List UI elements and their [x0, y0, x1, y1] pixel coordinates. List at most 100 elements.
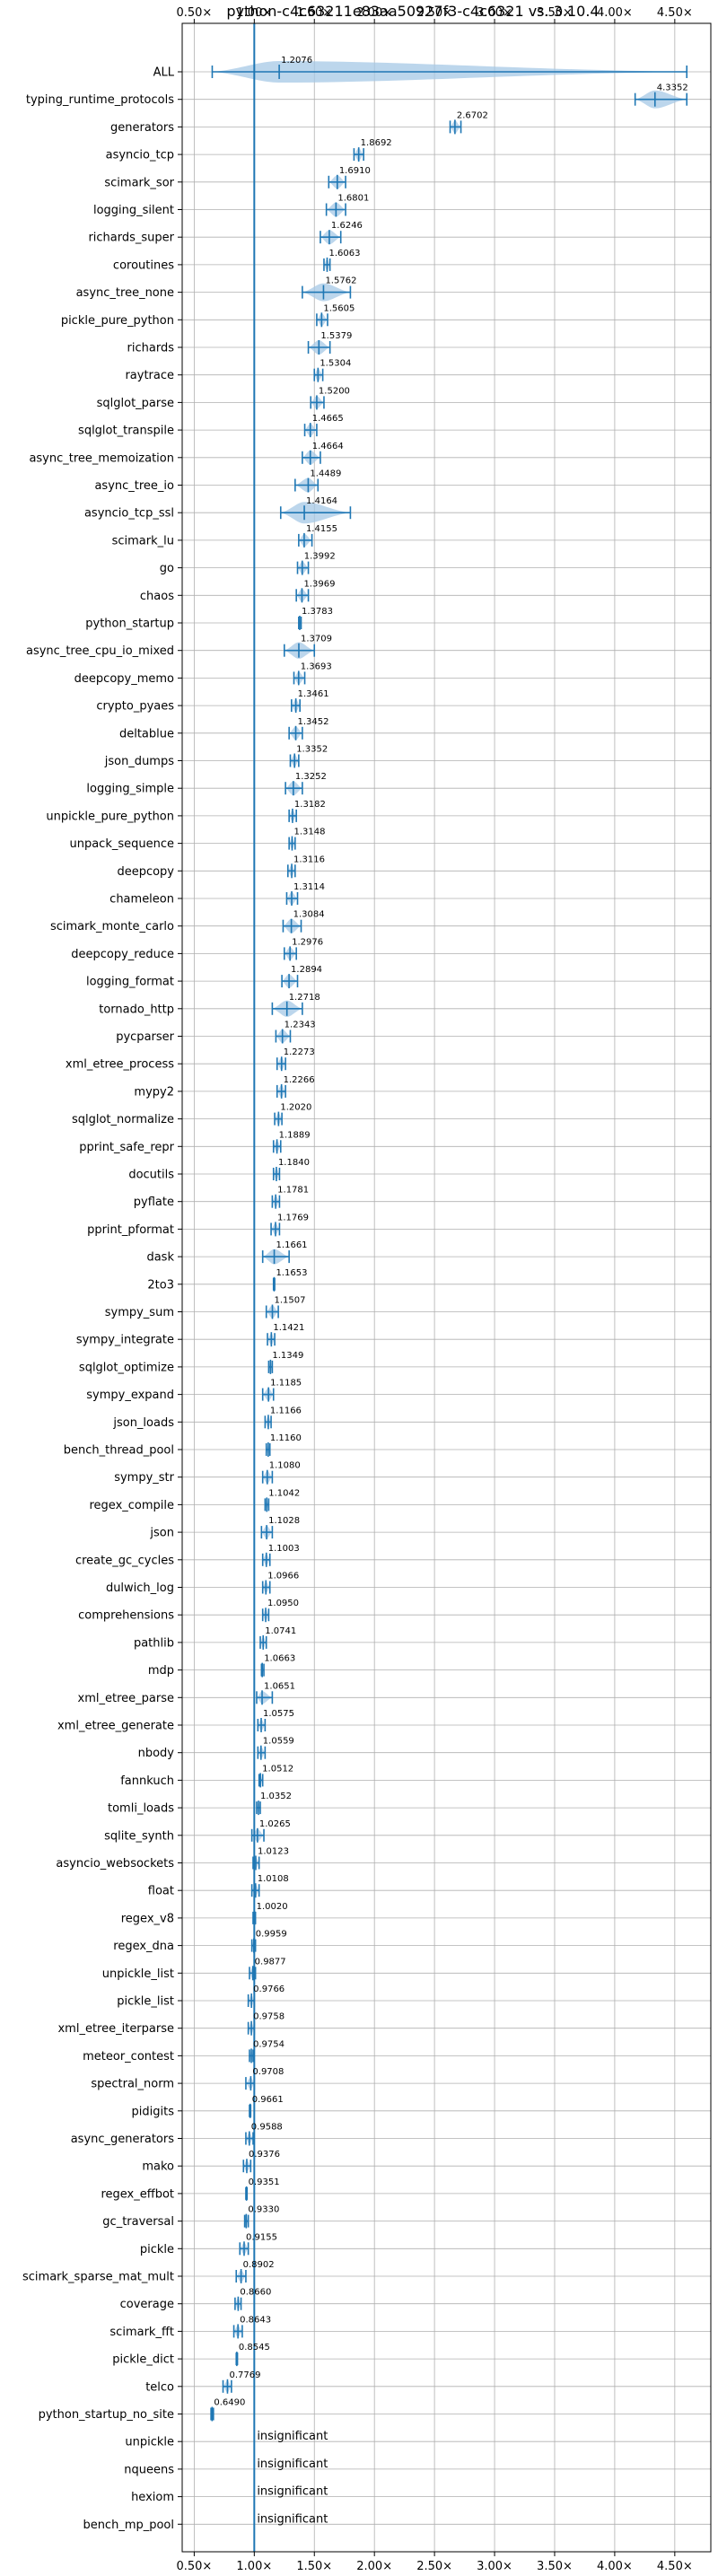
mean-annotation: 1.1653: [276, 1268, 307, 1278]
violin-pprint_pformat: [270, 1222, 281, 1237]
benchmark-label: async_generators: [71, 2133, 175, 2146]
mean-annotation: 1.0352: [260, 1792, 292, 1801]
mean-annotation: 0.8545: [239, 2343, 270, 2353]
benchmark-label: ALL: [153, 66, 175, 80]
mean-annotation: 1.1042: [268, 1488, 300, 1498]
benchmark-label: pprint_pformat: [87, 1223, 174, 1237]
x-tick-label-top: 3.50×: [537, 6, 573, 20]
mean-annotation: 1.1840: [278, 1158, 310, 1168]
violin-nbody: [257, 1745, 267, 1760]
mean-annotation: 1.1080: [269, 1461, 301, 1471]
mean-annotation: 4.3352: [657, 83, 688, 93]
benchmark-label: coverage: [120, 2298, 174, 2311]
benchmark-label: logging_simple: [86, 783, 174, 796]
x-tick-label-bottom: 3.50×: [537, 2560, 573, 2573]
mean-annotation: 1.1160: [270, 1433, 302, 1443]
x-tick-label-bottom: 3.00×: [477, 2560, 512, 2573]
mean-annotation: 1.1421: [273, 1323, 304, 1333]
benchmark-label: fannkuch: [120, 1774, 174, 1788]
violin-json_dumps: [289, 753, 300, 768]
mean-annotation: 0.9758: [253, 2012, 285, 2022]
violin-python_startup: [298, 616, 302, 630]
benchmark-label: asyncio_tcp: [106, 149, 174, 162]
benchmark-label: scimark_sor: [104, 176, 174, 189]
mean-annotation: 0.8643: [240, 2315, 271, 2325]
violin-json_loads: [264, 1415, 272, 1430]
mean-annotation: 2.6702: [457, 110, 488, 120]
benchmark-label: telco: [145, 2380, 174, 2394]
benchmark-label: logging_silent: [93, 204, 174, 217]
x-tick-label-bottom: 1.00×: [236, 2560, 272, 2573]
violin-scimark_sparse_mat_mult: [235, 2269, 247, 2283]
violin-2to3: [272, 1276, 276, 1292]
benchmark-label: docutils: [128, 1169, 174, 1182]
mean-annotation: 1.3461: [298, 689, 329, 699]
violin-dulwich_log: [261, 1580, 271, 1595]
violin-sympy_sum: [265, 1304, 279, 1319]
x-tick-label-bottom: 0.50×: [176, 2560, 212, 2573]
violin-scimark_sor: [328, 174, 346, 189]
x-tick-label-top: 2.00×: [356, 6, 392, 20]
mean-annotation: 0.9588: [251, 2123, 283, 2133]
benchmark-label: scimark_sparse_mat_mult: [22, 2271, 174, 2284]
benchmark-label: xml_etree_iterparse: [57, 2022, 174, 2036]
violin-async_generators: [245, 2131, 254, 2146]
mean-annotation: 1.4489: [310, 469, 341, 479]
violin-async_tree_memoization: [302, 450, 321, 465]
benchmark-label: create_gc_cycles: [75, 1554, 174, 1567]
benchmark-label: asyncio_tcp_ssl: [84, 507, 174, 521]
benchmark-label: json_loads: [112, 1416, 174, 1430]
mean-annotation: 1.4155: [306, 524, 337, 534]
benchmark-label: hexiom: [131, 2491, 174, 2504]
mean-annotation: 1.1769: [277, 1213, 309, 1222]
benchmark-label: spectral_norm: [91, 2078, 174, 2091]
mean-annotation: 1.3992: [304, 552, 336, 562]
benchmark-label: sqlglot_parse: [97, 397, 174, 410]
mean-annotation: 1.3084: [293, 910, 325, 920]
benchmark-label: typing_runtime_protocols: [26, 93, 174, 107]
violin-deepcopy_reduce: [283, 946, 297, 961]
benchmark-label: mdp: [148, 1664, 174, 1678]
benchmark-label: xml_etree_process: [66, 1058, 174, 1072]
violin-pathlib: [259, 1634, 267, 1650]
violin-pickle: [239, 2241, 250, 2256]
mean-annotation: 1.0512: [262, 1764, 293, 1774]
benchmark-label: xml_etree_parse: [78, 1692, 174, 1705]
benchmark-label: scimark_fft: [109, 2326, 174, 2339]
mean-annotation: 1.3182: [294, 800, 326, 810]
violin-logging_format: [281, 974, 299, 989]
benchmark-label: chameleon: [109, 893, 174, 907]
x-tick-label-bottom: 4.50×: [657, 2560, 693, 2573]
benchmark-label: float: [148, 1885, 174, 1898]
mean-annotation: 1.3148: [293, 828, 325, 837]
chart-title: python-c4c63211e83aa50927f3-c4c6321 vs. …: [226, 3, 599, 20]
violin-deltablue: [288, 725, 303, 740]
violin-richards_super: [320, 230, 342, 245]
violin-chameleon: [285, 891, 299, 906]
violin-sqlglot_transpile: [303, 423, 318, 438]
benchmark-label: sqlite_synth: [104, 1829, 174, 1843]
benchmark-label: pycparser: [116, 1030, 174, 1044]
violin-mako: [242, 2159, 252, 2174]
benchmark-label: python_startup: [85, 618, 174, 631]
benchmark-label: deepcopy_memo: [74, 672, 174, 686]
violin-pyflate: [271, 1194, 281, 1209]
benchmark-label: xml_etree_generate: [57, 1720, 174, 1733]
benchmark-label: deepcopy: [117, 865, 174, 879]
benchmark-label: pickle_pure_python: [61, 314, 174, 328]
violin-async_tree_cpu_io_mixed: [283, 642, 316, 659]
mean-annotation: 1.0020: [257, 1902, 288, 1912]
benchmark-label: nbody: [138, 1747, 175, 1760]
mean-annotation: 0.9661: [252, 2095, 284, 2105]
mean-annotation: 1.5605: [323, 303, 355, 313]
benchmark-label: dask: [146, 1251, 174, 1265]
benchmark-label: go: [160, 562, 174, 575]
violin-json: [260, 1525, 274, 1540]
benchmark-label: json: [149, 1527, 174, 1540]
violin-pickle_dict: [235, 2352, 239, 2367]
benchmark-label: unpack_sequence: [69, 837, 174, 851]
mean-annotation: 1.4164: [306, 496, 337, 506]
violin-async_tree_io: [294, 478, 320, 493]
violin-asyncio_tcp_ssl: [279, 502, 352, 524]
